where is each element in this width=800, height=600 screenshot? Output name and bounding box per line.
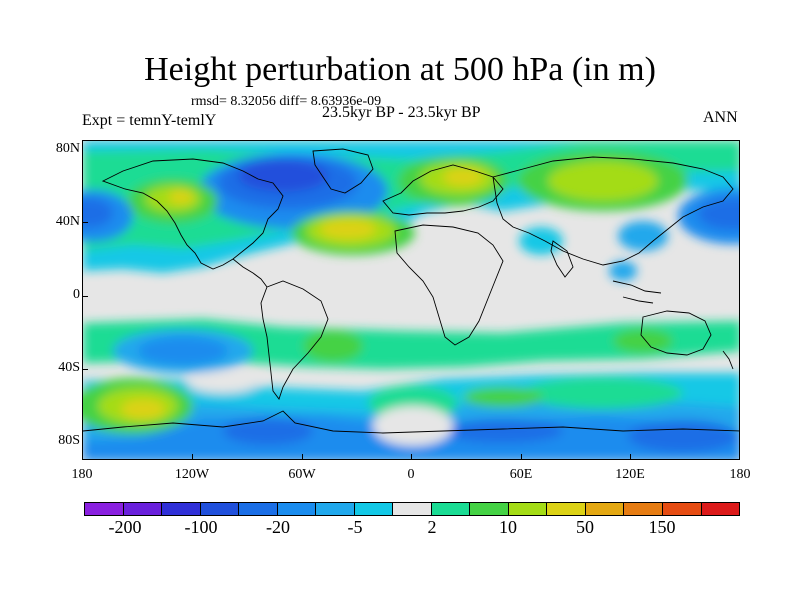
lon-label-180e: 180	[729, 467, 751, 482]
lon-label-0: 0	[407, 467, 415, 482]
lon-label-120e: 120E	[615, 467, 645, 482]
lon-label-60e: 60E	[509, 467, 533, 482]
tick-0	[411, 454, 412, 460]
colorbar-label: 50	[576, 517, 594, 537]
lon-label-120w: 120W	[174, 467, 210, 482]
lat-label-0: 0	[73, 287, 80, 302]
colorbar-label: 10	[499, 517, 517, 537]
colorbar-swatch	[85, 503, 124, 515]
season-label: ANN	[703, 109, 738, 126]
colorbar-swatch	[470, 503, 509, 515]
colorbar-label: 2	[427, 517, 437, 537]
rmsd-stats: rmsd= 8.32056 diff= 8.63936e-09	[191, 94, 382, 109]
colorbar-swatch	[200, 503, 240, 515]
tick-eq	[82, 296, 88, 297]
tick-60e	[521, 454, 522, 460]
colorbar-swatch	[162, 503, 201, 515]
lat-label-80n: 80N	[55, 141, 80, 156]
colorbar-swatch	[662, 503, 702, 515]
colorbar-label: -200	[108, 517, 142, 537]
colorbar-swatch	[316, 503, 355, 515]
colorbar-swatch	[239, 503, 278, 515]
colorbar-swatch	[585, 503, 625, 515]
colorbar-swatch	[624, 503, 663, 515]
colorbar-swatch	[277, 503, 317, 515]
tick-40s	[82, 369, 88, 370]
lat-label-80s: 80S	[58, 433, 80, 448]
colorbar-swatch	[123, 503, 163, 515]
tick-60w	[302, 454, 303, 460]
lon-label-60w: 60W	[288, 467, 316, 482]
colorbar	[84, 502, 740, 516]
colorbar-swatch	[547, 503, 586, 515]
lon-label-180w: 180	[71, 467, 93, 482]
colorbar-swatch	[354, 503, 394, 515]
tick-40n	[82, 222, 88, 223]
colorbar-label: -100	[184, 517, 218, 537]
plot-title: Height perturbation at 500 hPa (in m)	[144, 51, 656, 88]
tick-120w	[192, 454, 193, 460]
colorbar-label: 150	[648, 517, 676, 537]
colorbar-label: -5	[347, 517, 363, 537]
tick-120e	[630, 454, 631, 460]
colorbar-swatch	[701, 503, 740, 515]
coastlines	[83, 148, 739, 434]
colorbar-swatch	[431, 503, 471, 515]
colorbar-swatch	[393, 503, 432, 515]
contour-map	[83, 141, 739, 459]
colorbar-swatch	[508, 503, 548, 515]
experiment-label: Expt = temnY-temlY	[82, 112, 217, 129]
contour-fill	[83, 141, 739, 459]
map-panel	[82, 140, 740, 460]
lat-label-40s: 40S	[58, 360, 80, 375]
lat-label-40n: 40N	[55, 214, 80, 229]
period-subtitle: 23.5kyr BP - 23.5kyr BP	[322, 104, 481, 121]
colorbar-label: -20	[266, 517, 290, 537]
